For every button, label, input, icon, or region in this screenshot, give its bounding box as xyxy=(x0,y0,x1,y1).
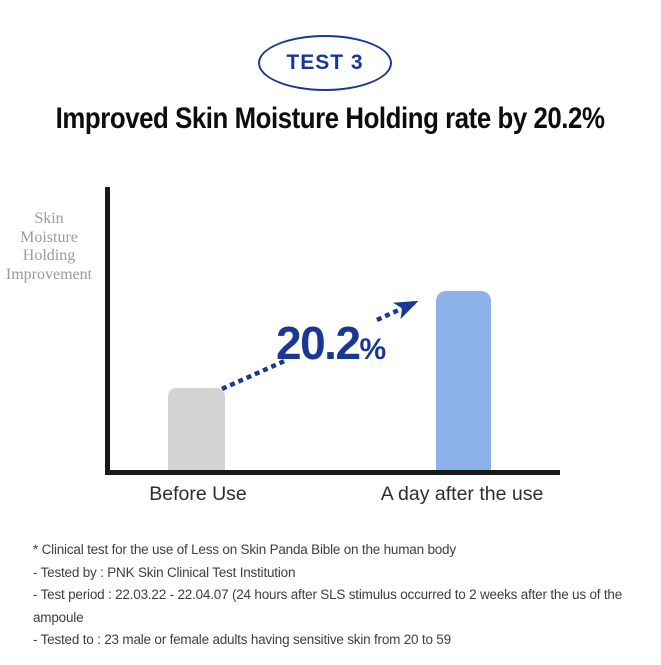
test-number-badge-label: TEST 3 xyxy=(286,51,364,74)
footnote-line: * Clinical test for the use of Less on S… xyxy=(33,542,456,557)
y-axis-label-line: Holding xyxy=(22,247,76,264)
y-axis-label: Skin Moisture Holding Improvement xyxy=(0,210,98,284)
page-title-wrap: Improved Skin Moisture Holding rate by 2… xyxy=(0,102,661,136)
y-axis-line xyxy=(105,187,110,475)
category-label-day-after-use: A day after the use xyxy=(380,483,544,505)
percent-annotation: 20.2% xyxy=(276,316,386,370)
y-axis-label-line: Moisture xyxy=(20,228,78,246)
page-title: Improved Skin Moisture Holding rate by 2… xyxy=(56,102,605,135)
y-axis-label-line: Skin xyxy=(34,210,64,227)
test-number-badge: TEST 3 xyxy=(258,35,392,91)
x-axis-line xyxy=(105,470,560,475)
footnote-line: - Tested by : PNK Skin Clinical Test Ins… xyxy=(33,564,296,580)
category-label-before-use: Before Use xyxy=(149,483,247,505)
percent-annotation-unit: % xyxy=(359,333,387,366)
footnote-line: - Test period : 22.03.22 - 22.04.07 (24 … xyxy=(33,587,623,625)
percent-annotation-value: 20.2 xyxy=(276,317,361,369)
y-axis-label-line: Improvement xyxy=(5,265,93,283)
bar-before-use xyxy=(168,388,225,470)
footnote-line: - Tested to : 23 male or female adults h… xyxy=(33,632,451,647)
footnotes: * Clinical test for the use of Less on S… xyxy=(33,539,648,652)
bar-day-after-use xyxy=(436,291,491,470)
